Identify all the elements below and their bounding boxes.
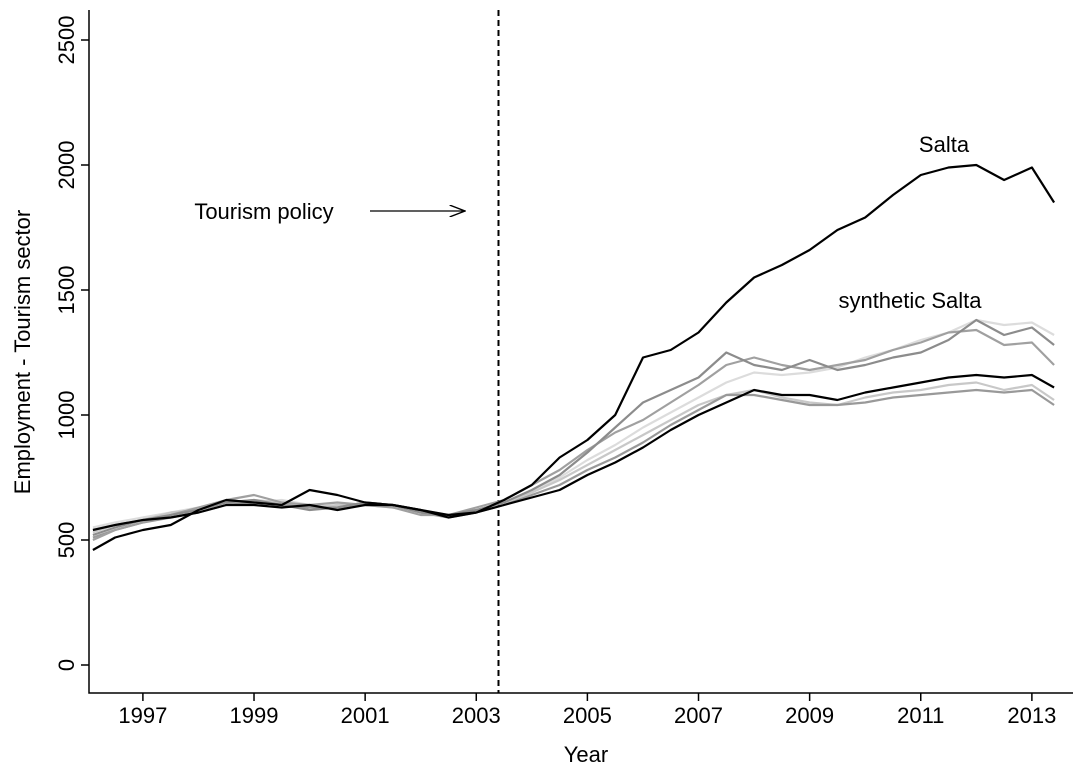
series-line: [92, 381, 1055, 534]
x-tick-label: 1997: [118, 703, 167, 728]
x-tick-label: 1999: [230, 703, 279, 728]
x-tick-label: 2007: [674, 703, 723, 728]
annotation: Tourism policy: [194, 199, 333, 224]
y-tick-label: 0: [54, 659, 79, 671]
x-tick-label: 2013: [1007, 703, 1056, 728]
series-line: [92, 318, 1055, 537]
axis-frame: [88, 10, 1073, 694]
series-line: [92, 328, 1055, 542]
x-tick-label: 2003: [452, 703, 501, 728]
x-axis-label: Year: [564, 742, 608, 767]
x-tick-label: 2011: [897, 703, 944, 728]
annotation: synthetic Salta: [838, 288, 982, 313]
annotation: Salta: [919, 132, 970, 157]
y-axis-label: Employment - Tourism sector: [10, 210, 35, 494]
series-line: [92, 318, 1055, 529]
series-line: [92, 373, 1055, 532]
series-line: [92, 163, 1056, 551]
x-tick-label: 2001: [341, 703, 390, 728]
x-tick-label: 2005: [563, 703, 612, 728]
y-tick-label: 1500: [54, 266, 79, 315]
y-tick-label: 2500: [54, 16, 79, 65]
y-tick-label: 2000: [54, 141, 79, 190]
y-tick-label: 1000: [54, 391, 79, 440]
x-tick-label: 2009: [785, 703, 834, 728]
y-tick-label: 500: [54, 522, 79, 559]
